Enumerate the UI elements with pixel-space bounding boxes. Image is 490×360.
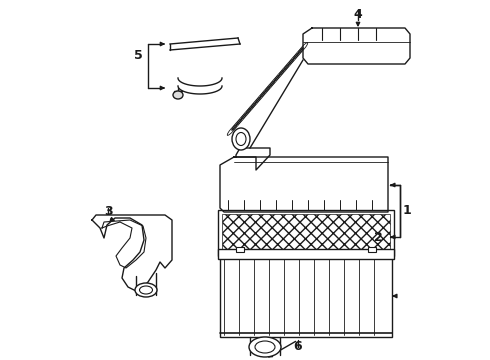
- Ellipse shape: [232, 128, 250, 150]
- Ellipse shape: [135, 283, 157, 297]
- Polygon shape: [92, 215, 172, 292]
- Text: 4: 4: [354, 8, 363, 21]
- Ellipse shape: [173, 91, 183, 99]
- Bar: [220, 255, 392, 337]
- Bar: [222, 214, 390, 252]
- Bar: [368, 247, 376, 252]
- Polygon shape: [220, 157, 388, 212]
- Text: 2: 2: [374, 230, 383, 243]
- Ellipse shape: [236, 132, 246, 145]
- Text: 3: 3: [104, 205, 112, 218]
- Ellipse shape: [255, 341, 275, 353]
- Bar: [218, 210, 394, 256]
- Polygon shape: [236, 148, 270, 170]
- Bar: [236, 247, 244, 252]
- Text: 6: 6: [294, 340, 302, 353]
- Text: 1: 1: [403, 203, 412, 216]
- Text: 5: 5: [134, 49, 143, 62]
- Polygon shape: [303, 28, 410, 64]
- Ellipse shape: [140, 286, 152, 294]
- Bar: [218, 249, 394, 259]
- Ellipse shape: [249, 337, 281, 357]
